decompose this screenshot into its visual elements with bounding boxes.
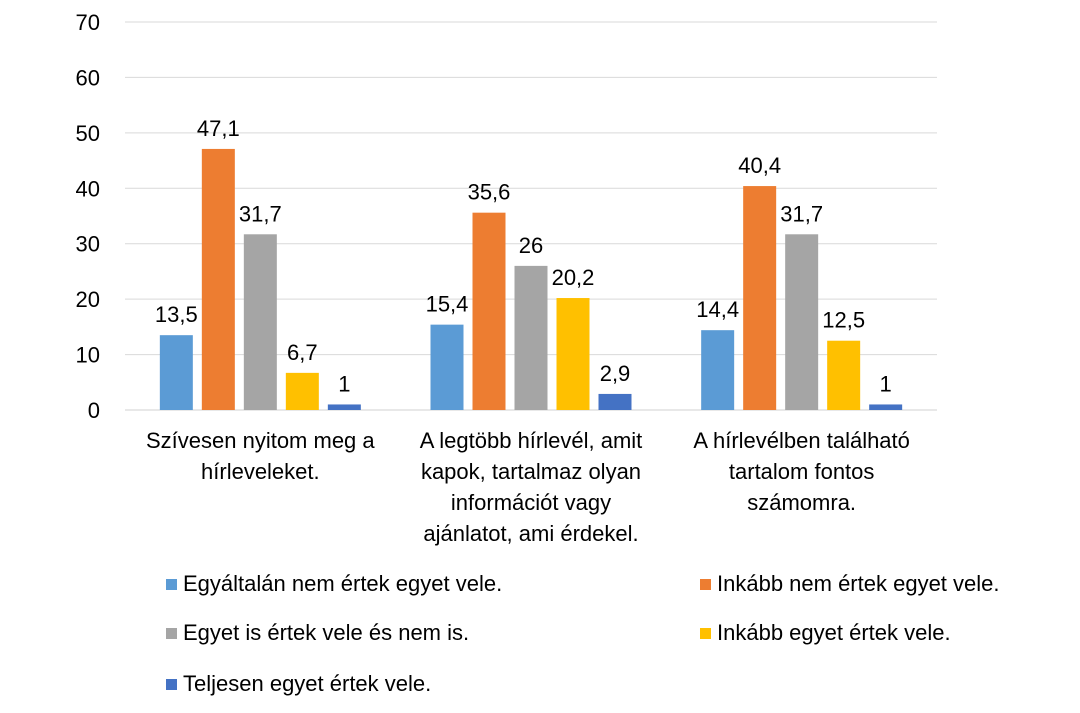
bar (243, 234, 277, 410)
x-category-label-line: tartalom fontos (728, 459, 875, 484)
y-tick-label: 10 (76, 343, 100, 368)
data-label: 35,6 (468, 180, 511, 205)
x-category-label: Szívesen nyitom meg a hírleveleket. (125, 425, 395, 487)
legend-label: Teljesen egyet értek vele. (183, 671, 432, 696)
data-label: 1 (880, 371, 892, 396)
data-label: 13,5 (155, 302, 198, 327)
legend-label: Inkább egyet értek vele. (717, 620, 951, 645)
bar (701, 330, 735, 410)
data-label: 47,1 (197, 116, 240, 141)
legend-item: Teljesen egyet értek vele. (166, 671, 431, 697)
x-category-label-line: kapok, tartalmaz olyan (420, 459, 642, 484)
y-tick-label: 60 (76, 65, 100, 90)
legend-swatch (166, 578, 177, 590)
bar (785, 234, 819, 410)
legend-item: Egyet is értek vele és nem is. (166, 620, 469, 646)
x-category-label-line: hírleveleket. (201, 459, 320, 484)
y-tick-label: 20 (76, 287, 100, 312)
data-label: 2,9 (600, 361, 631, 386)
bar (201, 148, 235, 410)
data-label: 12,5 (822, 308, 865, 333)
x-category-label-line: A hírlevélben található (693, 428, 910, 453)
x-category-label-line: számomra. (747, 490, 857, 515)
x-category-label-line: Szívesen nyitom meg a (145, 428, 375, 453)
data-label: 15,4 (426, 292, 469, 317)
x-category-label-line: ajánlatot, ami érdekel. (423, 521, 639, 546)
bar (514, 265, 548, 410)
y-tick-label: 50 (76, 121, 100, 146)
x-category-label-line: információt vagy (450, 490, 612, 515)
legend-swatch (166, 678, 177, 690)
data-label: 20,2 (552, 265, 595, 290)
bar (159, 335, 193, 410)
legend-label: Egyáltalán nem értek egyet vele. (183, 571, 503, 596)
y-tick-label: 70 (76, 10, 100, 35)
bar (827, 340, 861, 410)
bar (430, 324, 464, 410)
legend-swatch (700, 627, 711, 639)
data-label: 40,4 (738, 153, 781, 178)
bar (327, 404, 361, 410)
x-category-label: A legtöbb hírlevél, amit kapok, tartalmaz… (396, 425, 666, 549)
x-category-label: A hírlevélben található tartalom fontos sz… (667, 425, 937, 518)
data-label: 26 (519, 233, 543, 258)
legend-label: Egyet is értek vele és nem is. (183, 620, 470, 645)
bar (472, 212, 506, 410)
y-tick-label: 30 (76, 232, 100, 257)
bar (556, 298, 590, 410)
legend-item: Inkább nem értek egyet vele. (700, 571, 1000, 597)
y-tick-label: 40 (76, 176, 100, 201)
x-category-label-line: A legtöbb hírlevél, amit (419, 428, 643, 453)
bar (598, 393, 632, 410)
bar (869, 404, 903, 410)
data-label: 1 (338, 371, 350, 396)
legend-item: Inkább egyet értek vele. (700, 620, 951, 646)
y-tick-label: 0 (88, 398, 100, 423)
bar (743, 186, 777, 410)
legend-swatch (166, 627, 177, 639)
legend-label: Inkább nem értek egyet vele. (717, 571, 1000, 596)
bar (285, 372, 319, 410)
data-label: 31,7 (780, 201, 823, 226)
data-label: 14,4 (696, 297, 739, 322)
data-label: 31,7 (239, 201, 282, 226)
data-label: 6,7 (287, 340, 318, 365)
legend-swatch (700, 578, 711, 590)
legend-item: Egyáltalán nem értek egyet vele. (166, 571, 502, 597)
